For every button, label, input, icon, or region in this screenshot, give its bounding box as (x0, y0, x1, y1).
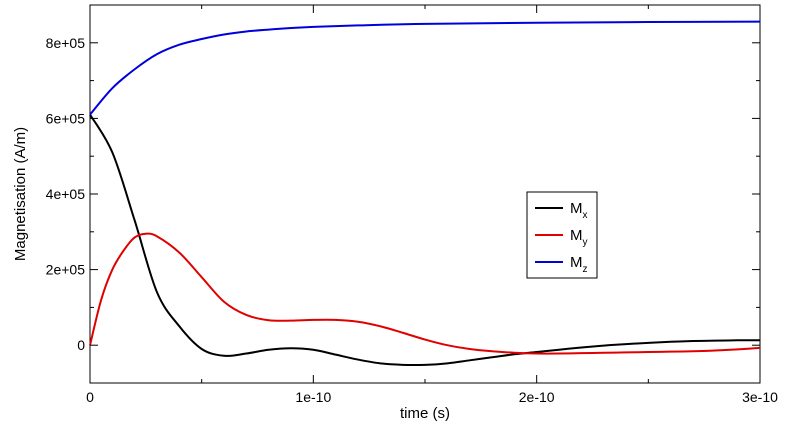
x-tick-label: 2e-10 (519, 389, 555, 405)
y-tick-label: 2e+05 (46, 262, 86, 278)
series-line-mx (89, 114, 761, 367)
y-tick-label: 6e+05 (46, 110, 86, 126)
x-tick-label: 0 (86, 389, 94, 405)
axis-ticks: 0 1e-10 2e-10 3e-10 0 2e+05 4e+05 6e+05 8e+05 (46, 4, 778, 405)
x-axis-label: time (s) (400, 405, 450, 422)
x-tick-label: 3e-10 (742, 389, 778, 405)
y-axis-label: Magnetisation (A/m) (12, 127, 29, 261)
series-layer (89, 20, 761, 367)
series-line-mz (89, 20, 761, 116)
x-tick-label: 1e-10 (295, 389, 331, 405)
y-tick-label: 4e+05 (46, 186, 86, 202)
y-tick-label: 0 (77, 337, 85, 353)
series-line-my (89, 232, 761, 355)
plot-frame (89, 4, 761, 384)
y-tick-label: 8e+05 (46, 35, 86, 51)
plot-area (89, 4, 761, 384)
